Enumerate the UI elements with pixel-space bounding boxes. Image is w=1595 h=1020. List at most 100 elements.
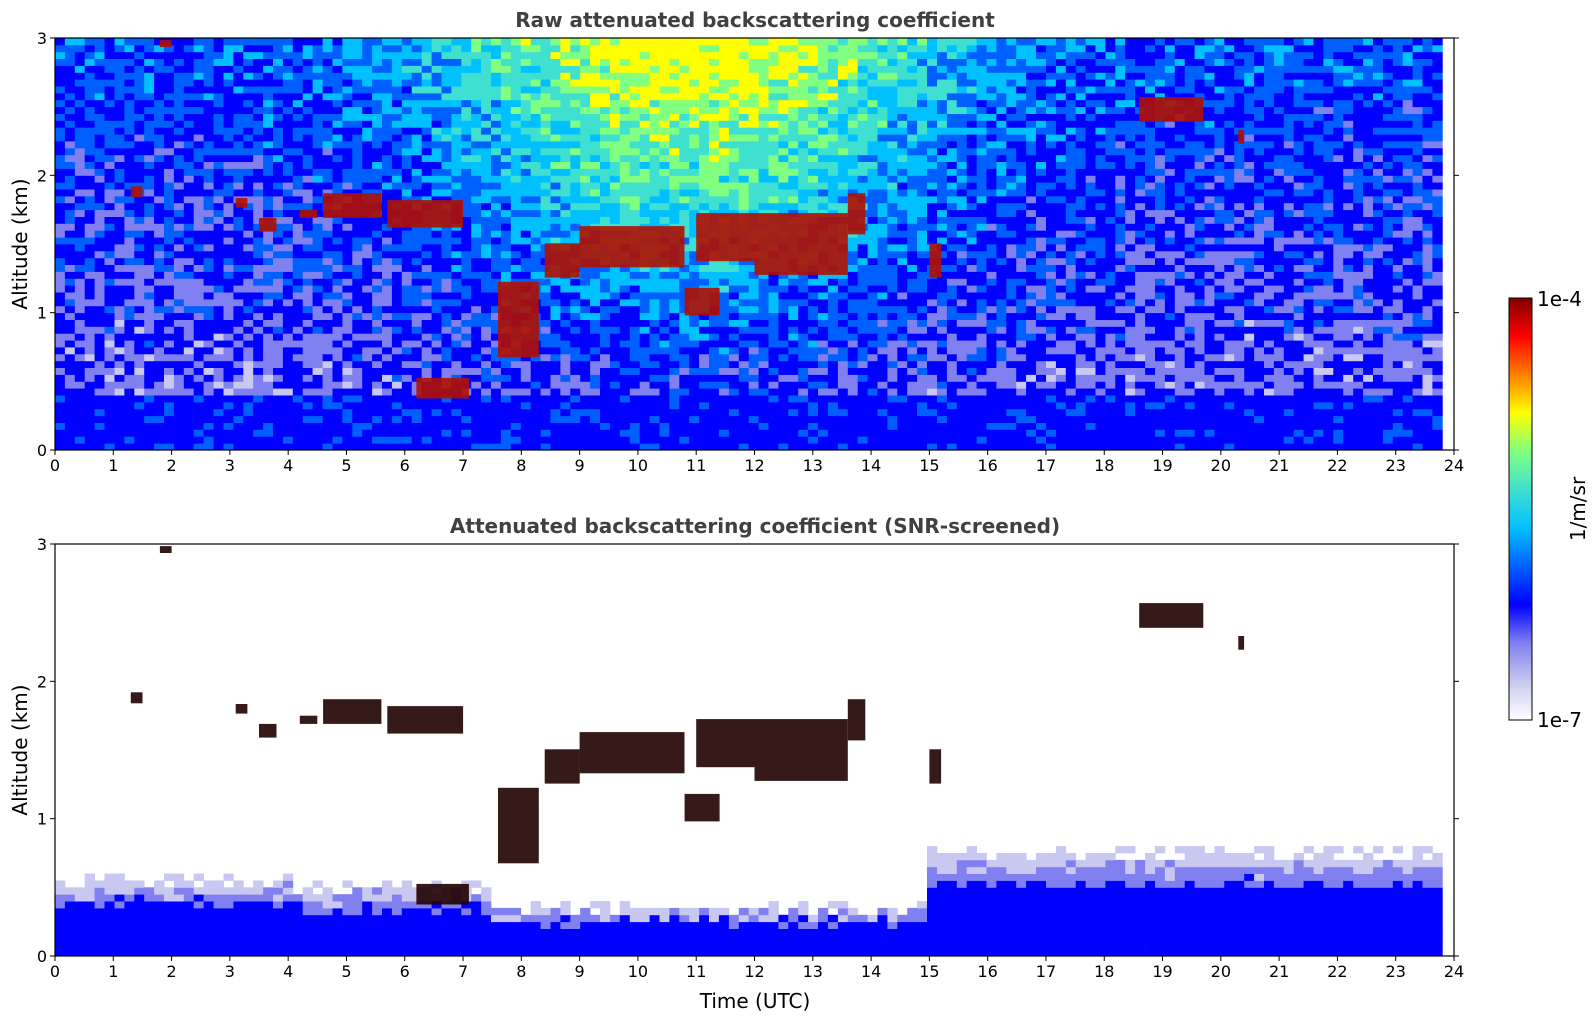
heatmap-cell: [718, 326, 730, 334]
heatmap-cell: [481, 147, 492, 156]
heatmap-cell: [431, 285, 442, 293]
heatmap-cell: [639, 340, 650, 348]
heatmap-cell: [649, 333, 660, 341]
heatmap-cell: [471, 388, 482, 396]
heatmap-cell: [173, 257, 185, 265]
heatmap-cell: [282, 168, 294, 176]
heatmap-cell: [332, 223, 343, 231]
heatmap-cell: [629, 175, 641, 183]
heatmap-cell: [342, 264, 353, 272]
heatmap-cell: [292, 285, 304, 293]
heatmap-cell: [461, 244, 472, 252]
heatmap-cell: [134, 257, 145, 265]
heatmap-cell: [154, 347, 165, 355]
heatmap-cell: [391, 257, 403, 265]
heatmap-cell: [709, 154, 720, 162]
heatmap-cell: [679, 278, 690, 286]
heatmap-cell: [391, 134, 403, 142]
heatmap-cell: [441, 175, 452, 183]
heatmap-cell: [669, 285, 680, 293]
heatmap-cell: [391, 127, 403, 135]
heatmap-cell: [203, 175, 214, 183]
heatmap-cell: [282, 429, 294, 437]
heatmap-cell: [500, 175, 512, 183]
heatmap-cell: [718, 305, 730, 314]
heatmap-cell: [233, 223, 244, 231]
heatmap-cell: [649, 360, 660, 368]
heatmap-cell: [114, 381, 125, 389]
heatmap-cell: [451, 99, 462, 108]
heatmap-cell: [619, 408, 631, 417]
heatmap-cell: [847, 38, 859, 46]
heatmap-cell: [491, 147, 502, 156]
heatmap-cell: [847, 305, 859, 314]
heatmap-cell: [64, 127, 76, 135]
heatmap-cell: [778, 202, 789, 211]
heatmap-cell: [173, 326, 185, 334]
heatmap-cell: [74, 395, 86, 403]
heatmap-cell: [857, 182, 868, 190]
heatmap-cell: [471, 436, 482, 444]
heatmap-cell: [649, 443, 660, 451]
heatmap-cell: [213, 154, 224, 162]
heatmap-cell: [738, 189, 750, 197]
heatmap-cell: [173, 51, 185, 59]
heatmap-cell: [104, 326, 115, 334]
heatmap-cell: [391, 141, 403, 149]
heatmap-cell: [600, 92, 611, 101]
heatmap-cell: [193, 264, 204, 272]
heatmap-cell: [273, 223, 284, 231]
heatmap-cell: [203, 113, 214, 121]
heatmap-cell: [183, 65, 195, 73]
heatmap-cell: [372, 106, 383, 114]
heatmap-cell: [580, 38, 591, 46]
heatmap-cell: [164, 134, 175, 142]
heatmap-cell: [124, 250, 135, 259]
heatmap-cell: [164, 127, 175, 135]
heatmap-cell: [471, 443, 482, 451]
heatmap-cell: [689, 38, 700, 46]
heatmap-cell: [164, 264, 175, 272]
heatmap-cell: [788, 340, 799, 348]
heatmap-cell: [263, 244, 274, 252]
heatmap-cell: [500, 443, 512, 451]
heatmap-cell: [808, 175, 819, 183]
heatmap-cell: [312, 92, 323, 101]
heatmap-cell: [550, 312, 561, 320]
heatmap-cell: [282, 154, 294, 162]
heatmap-cell: [659, 298, 670, 307]
heatmap-cell: [273, 401, 284, 410]
heatmap-cell: [590, 106, 601, 114]
heatmap-cell: [243, 340, 254, 348]
heatmap-cell: [788, 99, 799, 108]
heatmap-cell: [441, 408, 452, 417]
heatmap-cell: [114, 278, 125, 286]
heatmap-cell: [709, 278, 720, 286]
heatmap-cell: [64, 353, 76, 362]
heatmap-cell: [104, 189, 115, 197]
heatmap-cell: [788, 326, 799, 334]
heatmap-cell: [500, 360, 512, 368]
heatmap-cell: [738, 271, 750, 279]
heatmap-cell: [441, 161, 452, 169]
heatmap-cell: [540, 202, 551, 211]
heatmap-cell: [302, 312, 313, 320]
heatmap-cell: [203, 292, 214, 300]
heatmap-cell: [104, 353, 115, 362]
heatmap-cell: [104, 209, 115, 217]
heatmap-cell: [302, 58, 313, 66]
heatmap-cell: [154, 340, 165, 348]
heatmap-cell: [124, 340, 135, 348]
heatmap-cell: [818, 422, 829, 430]
heatmap-cell: [273, 422, 284, 430]
heatmap-cell: [342, 168, 353, 176]
heatmap-cell: [213, 360, 224, 368]
heatmap-cell: [411, 250, 422, 259]
heatmap-cell: [580, 347, 591, 355]
heatmap-cell: [411, 58, 422, 66]
heatmap-cell: [183, 195, 195, 204]
heatmap-cell: [302, 278, 313, 286]
heatmap-cell: [55, 443, 66, 451]
heatmap-cell: [530, 195, 541, 204]
heatmap-cell: [510, 120, 522, 128]
